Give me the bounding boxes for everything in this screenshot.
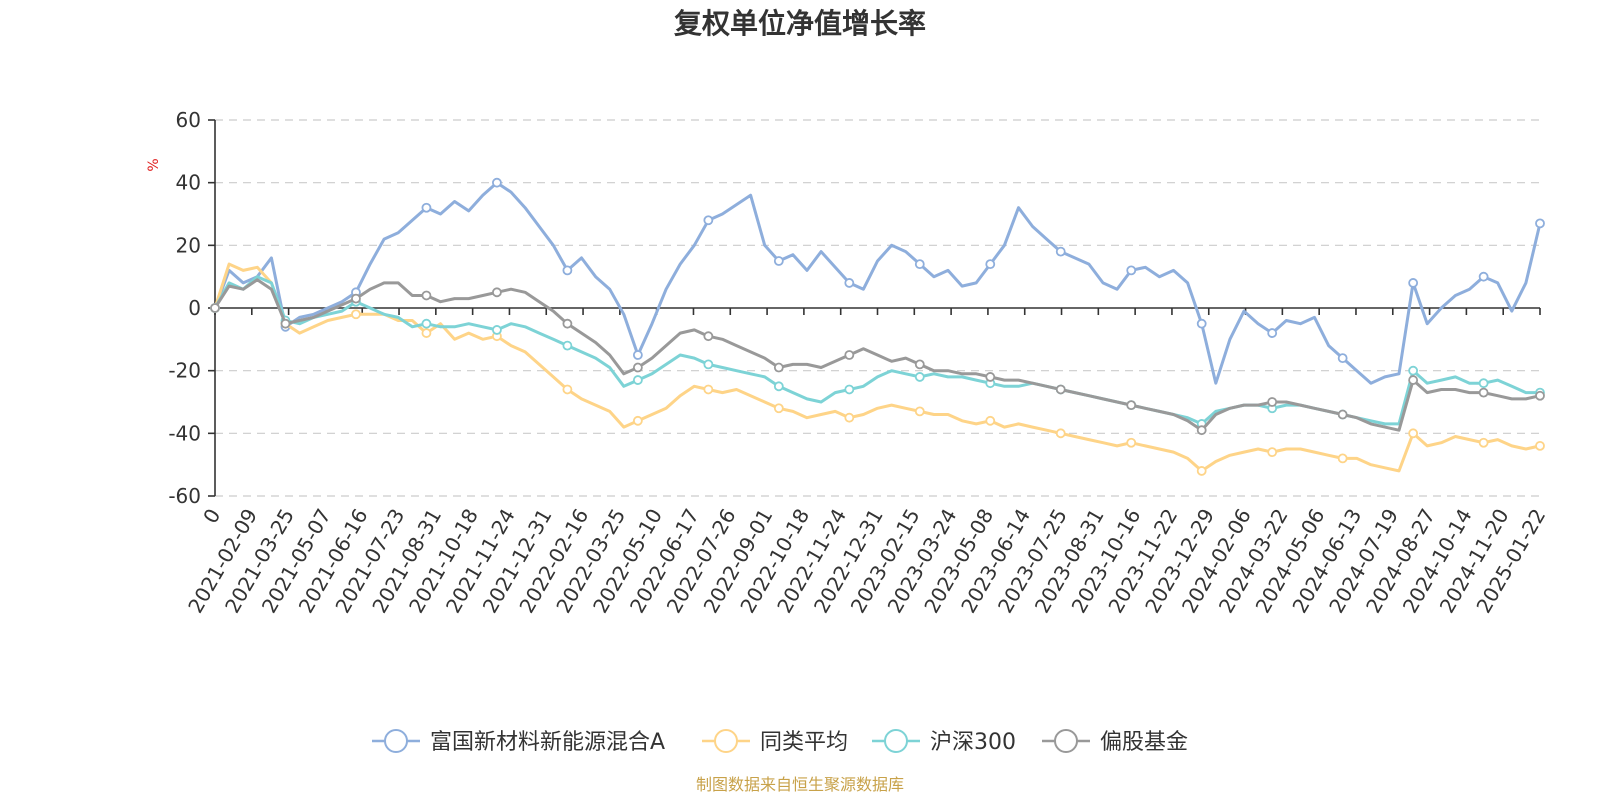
data-point bbox=[562, 318, 573, 329]
series-3 bbox=[210, 278, 1545, 436]
legend-item: 同类平均 bbox=[702, 729, 848, 755]
data-point bbox=[280, 318, 291, 329]
data-point bbox=[1267, 328, 1278, 338]
series-lines bbox=[210, 177, 1545, 476]
y-tick-label: 0 bbox=[188, 296, 201, 320]
data-point bbox=[914, 359, 925, 370]
data-point bbox=[492, 287, 502, 298]
legend-label: 偏股基金 bbox=[1100, 730, 1188, 755]
data-point bbox=[1337, 409, 1348, 420]
data-point bbox=[421, 328, 432, 338]
data-point bbox=[844, 350, 855, 360]
data-point bbox=[844, 278, 855, 288]
data-point bbox=[562, 265, 573, 276]
data-point bbox=[773, 256, 784, 266]
data-point bbox=[421, 202, 432, 213]
data-point bbox=[914, 406, 925, 417]
x-tick-label: 0 bbox=[198, 505, 225, 528]
y-tick-label: -60 bbox=[168, 484, 201, 508]
series-line bbox=[213, 181, 1542, 385]
y-axis-label: % bbox=[146, 158, 162, 171]
source-note: 制图数据来自恒生聚源数据库 bbox=[696, 775, 904, 794]
data-point bbox=[1055, 428, 1066, 439]
data-point bbox=[1196, 466, 1207, 476]
data-point bbox=[1478, 271, 1489, 282]
data-point bbox=[1126, 437, 1137, 448]
data-point bbox=[210, 303, 220, 313]
y-tick-label: 40 bbox=[176, 171, 201, 195]
data-point bbox=[1196, 425, 1207, 436]
data-point bbox=[985, 372, 996, 382]
data-point bbox=[773, 403, 784, 414]
series-0 bbox=[210, 177, 1545, 385]
data-point bbox=[1408, 428, 1419, 439]
legend: 富国新材料新能源混合A 同类平均 沪深300 偏股基金 bbox=[372, 729, 1188, 755]
data-point bbox=[1337, 353, 1348, 364]
data-point bbox=[1126, 265, 1137, 276]
chart-title: 复权单位净值增长率 bbox=[674, 7, 926, 40]
data-point bbox=[351, 309, 361, 320]
data-point bbox=[703, 384, 714, 395]
data-point bbox=[914, 259, 925, 270]
legend-label: 同类平均 bbox=[760, 730, 848, 755]
data-point bbox=[985, 259, 996, 270]
data-point bbox=[1337, 453, 1348, 464]
legend-marker bbox=[1054, 729, 1078, 753]
legend-item: 富国新材料新能源混合A bbox=[372, 729, 665, 755]
data-point bbox=[1408, 365, 1419, 376]
data-point bbox=[985, 415, 996, 426]
data-point bbox=[703, 359, 714, 370]
data-point bbox=[844, 384, 855, 395]
legend-marker bbox=[884, 729, 908, 753]
legend-item: 沪深300 bbox=[872, 729, 1016, 755]
data-point bbox=[703, 331, 714, 342]
y-tick-labels: 60 40 20 0 -20 -40 -60 bbox=[168, 108, 201, 508]
series-line bbox=[213, 275, 1540, 426]
data-point bbox=[492, 325, 502, 335]
legend-label: 富国新材料新能源混合A bbox=[430, 730, 665, 755]
data-point bbox=[1478, 387, 1489, 398]
legend-label: 沪深300 bbox=[930, 730, 1016, 755]
data-point bbox=[632, 415, 643, 426]
data-point bbox=[844, 412, 855, 423]
legend-marker bbox=[714, 729, 738, 753]
y-tick-label: -40 bbox=[168, 421, 201, 445]
data-point bbox=[773, 381, 784, 392]
data-point bbox=[1535, 218, 1545, 229]
y-tick-label: 60 bbox=[176, 108, 201, 132]
data-point bbox=[421, 290, 432, 301]
data-point bbox=[1055, 384, 1066, 395]
data-point bbox=[562, 384, 573, 395]
data-point bbox=[1196, 318, 1207, 329]
data-point bbox=[1055, 246, 1066, 257]
data-point bbox=[1408, 375, 1419, 385]
data-point bbox=[1478, 378, 1489, 389]
y-tick-label: 20 bbox=[176, 233, 201, 257]
data-point bbox=[1478, 437, 1489, 448]
data-point bbox=[1126, 400, 1137, 411]
data-point bbox=[421, 318, 432, 329]
legend-marker bbox=[384, 729, 408, 753]
data-point bbox=[632, 362, 643, 373]
legend-item: 偏股基金 bbox=[1042, 729, 1188, 755]
data-point bbox=[1267, 397, 1278, 407]
data-point bbox=[1535, 440, 1545, 451]
data-point bbox=[1267, 447, 1278, 458]
data-point bbox=[1535, 390, 1545, 401]
series-line bbox=[213, 278, 1541, 432]
data-point bbox=[703, 215, 714, 226]
series-2 bbox=[210, 275, 1545, 429]
data-point bbox=[1408, 278, 1419, 288]
data-point bbox=[351, 293, 361, 304]
y-tick-label: -20 bbox=[168, 359, 201, 383]
data-point bbox=[632, 350, 643, 360]
data-point bbox=[562, 340, 573, 351]
data-point bbox=[632, 375, 643, 385]
data-point bbox=[773, 362, 784, 373]
data-point bbox=[492, 177, 502, 188]
data-point bbox=[914, 372, 925, 382]
